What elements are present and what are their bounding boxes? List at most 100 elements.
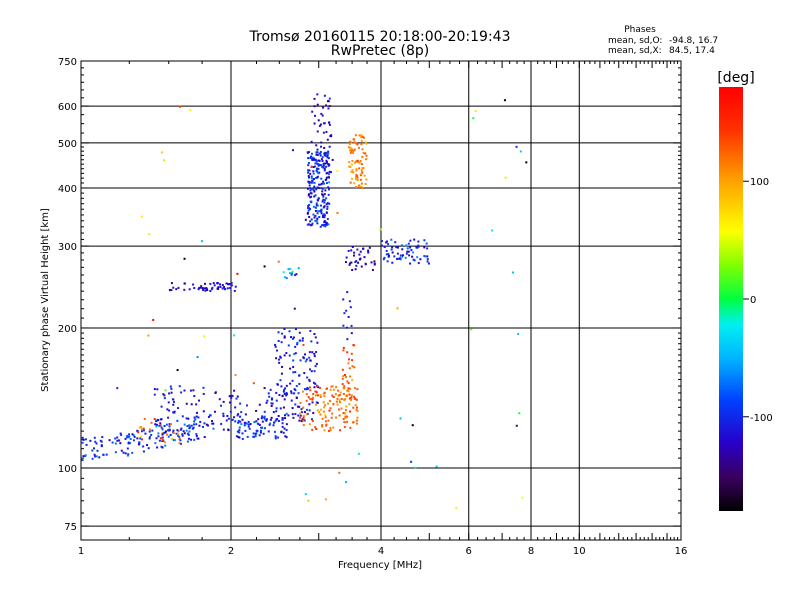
data-point bbox=[93, 453, 96, 456]
data-point bbox=[213, 410, 216, 413]
data-point bbox=[350, 249, 353, 252]
data-point bbox=[155, 420, 158, 423]
data-point bbox=[95, 442, 98, 445]
data-point bbox=[257, 423, 260, 426]
data-point bbox=[320, 408, 323, 411]
colorbar-label: [deg] bbox=[717, 70, 754, 86]
data-point bbox=[260, 417, 263, 420]
data-point bbox=[318, 187, 321, 190]
data-point bbox=[317, 386, 320, 389]
data-point bbox=[210, 420, 213, 423]
data-point bbox=[340, 407, 343, 410]
data-point bbox=[357, 146, 360, 149]
data-point bbox=[314, 158, 317, 161]
data-point bbox=[504, 176, 507, 179]
data-point bbox=[269, 388, 272, 391]
data-point bbox=[336, 397, 339, 400]
data-point bbox=[308, 215, 311, 218]
data-point bbox=[175, 288, 178, 291]
data-point bbox=[142, 427, 145, 430]
data-point bbox=[118, 439, 121, 442]
data-point bbox=[426, 258, 429, 261]
data-point bbox=[233, 416, 236, 419]
data-point bbox=[412, 251, 415, 254]
data-point bbox=[356, 174, 359, 177]
data-point bbox=[158, 424, 161, 427]
data-point bbox=[176, 419, 179, 422]
data-point bbox=[324, 416, 327, 419]
data-point bbox=[139, 426, 142, 429]
data-point bbox=[212, 427, 215, 430]
data-point bbox=[193, 438, 196, 441]
data-point bbox=[270, 416, 273, 419]
data-point bbox=[287, 268, 290, 271]
data-point bbox=[413, 259, 416, 262]
data-point bbox=[355, 398, 358, 401]
x-tick-label: 2 bbox=[228, 546, 234, 557]
data-point bbox=[299, 414, 302, 417]
data-point bbox=[381, 244, 384, 247]
data-point bbox=[172, 439, 175, 442]
data-point bbox=[390, 248, 393, 251]
data-point bbox=[315, 220, 318, 223]
data-point bbox=[159, 424, 162, 427]
data-point bbox=[265, 401, 268, 404]
data-point bbox=[81, 441, 84, 444]
data-point bbox=[351, 245, 354, 248]
data-point bbox=[164, 389, 167, 392]
data-point bbox=[345, 309, 348, 312]
data-point bbox=[281, 332, 284, 335]
data-point bbox=[186, 432, 189, 435]
data-point bbox=[327, 188, 330, 191]
data-point bbox=[183, 432, 186, 435]
data-point bbox=[266, 399, 269, 402]
data-point bbox=[394, 241, 397, 244]
data-point bbox=[291, 337, 294, 340]
y-tick-label: 500 bbox=[58, 139, 77, 150]
data-point bbox=[188, 424, 191, 427]
data-point bbox=[328, 123, 331, 126]
data-point bbox=[294, 389, 297, 392]
data-point bbox=[337, 394, 340, 397]
data-point bbox=[317, 197, 320, 200]
stats-legend: Phases mean, sd,O: -94.8, 16.7 mean, sd,… bbox=[608, 25, 718, 56]
data-point bbox=[263, 427, 266, 430]
data-point bbox=[320, 187, 323, 190]
x-tick-label: 6 bbox=[466, 546, 472, 557]
data-point bbox=[160, 405, 163, 408]
data-point bbox=[322, 122, 325, 125]
data-point bbox=[357, 261, 360, 264]
data-point bbox=[399, 258, 402, 261]
data-point bbox=[315, 391, 318, 394]
data-point bbox=[311, 428, 314, 431]
data-point bbox=[132, 434, 135, 437]
data-point bbox=[172, 429, 175, 432]
data-point bbox=[311, 180, 314, 183]
data-point bbox=[294, 403, 297, 406]
data-point bbox=[363, 136, 366, 139]
data-point bbox=[316, 130, 319, 133]
data-point bbox=[298, 382, 301, 385]
data-point bbox=[350, 261, 353, 264]
data-point bbox=[350, 177, 353, 180]
data-point bbox=[301, 337, 304, 340]
data-point bbox=[305, 393, 308, 396]
data-point bbox=[350, 149, 353, 152]
data-point bbox=[206, 289, 209, 292]
data-point bbox=[321, 165, 324, 168]
data-point bbox=[194, 418, 197, 421]
data-point bbox=[354, 268, 357, 271]
data-point bbox=[350, 352, 353, 355]
data-point bbox=[327, 193, 330, 196]
data-point bbox=[170, 282, 173, 285]
data-point bbox=[417, 262, 420, 265]
data-point bbox=[222, 400, 225, 403]
data-point bbox=[318, 411, 321, 414]
data-point bbox=[233, 389, 236, 392]
data-point bbox=[347, 362, 350, 365]
data-point bbox=[178, 437, 181, 440]
data-point bbox=[323, 205, 326, 208]
data-point bbox=[348, 161, 351, 164]
data-point bbox=[336, 211, 339, 214]
data-point bbox=[342, 412, 345, 415]
